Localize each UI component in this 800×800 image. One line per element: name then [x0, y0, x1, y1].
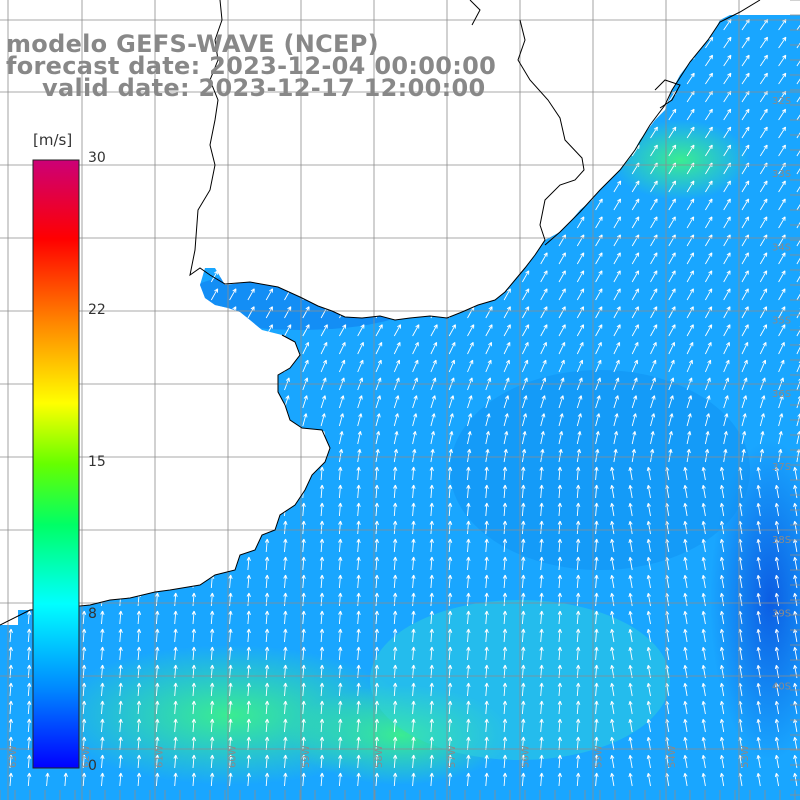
ocean-wind-area: [0, 15, 800, 800]
lon-label: 57W: [447, 745, 458, 768]
colorbar-tick-15: 15: [88, 454, 106, 470]
colorbar-tick-22: 22: [88, 302, 106, 318]
model-title: modelo GEFS-WAVE (NCEP): [6, 30, 379, 58]
colorbar-tick-0: 0: [88, 758, 97, 774]
lon-label: 62W: [81, 745, 92, 768]
wind-field: [0, 15, 800, 800]
lon-label: 60W: [228, 745, 239, 768]
latitude-labels: 32S 33S 34S 35S 36S 37S 38S 39S 40S: [772, 96, 791, 693]
valid-date: valid date: 2023-12-17 12:00:00: [42, 74, 486, 102]
colorbar-tick-8: 8: [88, 606, 97, 622]
coastline-northeast: [544, 0, 761, 246]
lat-label: 38S: [772, 535, 791, 546]
colorbar-unit: [m/s]: [33, 131, 73, 149]
lat-label: 37S: [772, 462, 791, 473]
lat-label: 36S: [772, 389, 791, 400]
lat-label: 39S: [772, 608, 791, 619]
lon-label: 54W: [667, 745, 678, 768]
coastline: [0, 0, 761, 626]
forecast-date: forecast date: 2023-12-04 00:00:00: [6, 52, 497, 80]
lon-label: 56W: [520, 745, 531, 768]
lat-label: 33S: [772, 169, 791, 180]
lon-label: 58W: [374, 745, 385, 768]
lat-label: 34S: [772, 242, 791, 253]
lat-label: 35S: [772, 316, 791, 327]
lon-label: 53W: [740, 745, 751, 768]
lat-label: 32S: [772, 96, 791, 107]
lon-label: 55W: [594, 745, 605, 768]
colorbar: [32, 159, 80, 769]
lon-label: 59W: [301, 745, 312, 768]
colorbar-tick-30: 30: [88, 150, 106, 166]
lon-label: 61W: [154, 745, 165, 768]
lon-label: 63W: [8, 745, 19, 768]
lat-label: 40S: [772, 682, 791, 693]
longitude-labels: 63W 62W 61W 60W 59W 58W 57W 56W 55W 54W 53W: [8, 745, 751, 768]
